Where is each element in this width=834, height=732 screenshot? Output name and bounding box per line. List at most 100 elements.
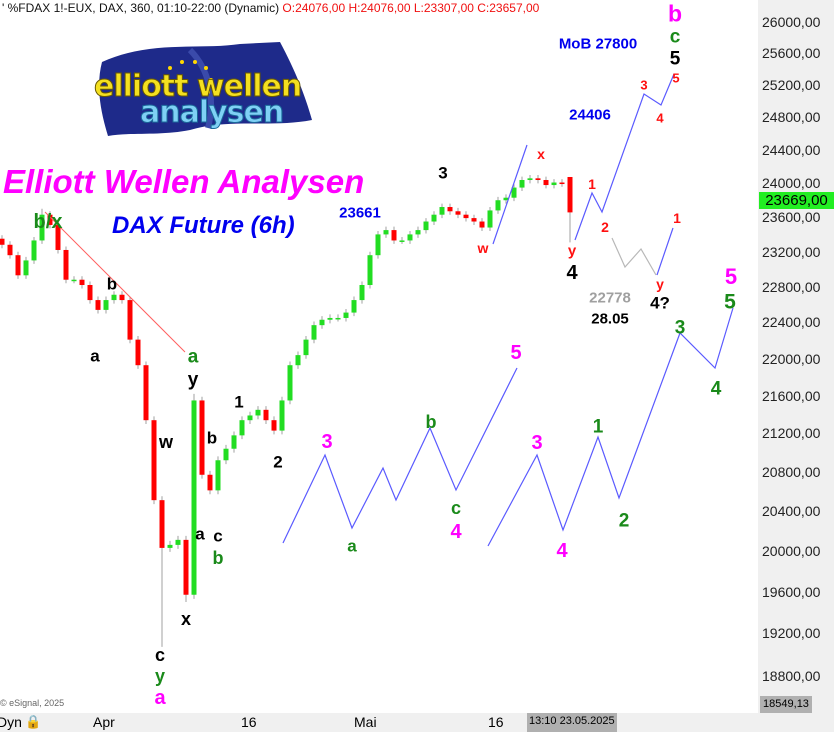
candle-body (319, 319, 325, 326)
wave-label: b (106, 274, 118, 294)
candle-body (351, 300, 357, 313)
candle-body (335, 317, 341, 320)
cursor-date-box: 13:10 23.05.2025 (527, 713, 617, 732)
wave-label: y (567, 242, 577, 260)
wave-label: x (180, 609, 192, 629)
wave-label: c (450, 498, 462, 518)
wave-label: 5 (669, 48, 681, 70)
candle-body (127, 300, 133, 340)
wave-label: 2 (618, 510, 630, 532)
wave-label: a (347, 536, 357, 556)
axis-low-tag: 18549,13 (760, 696, 812, 713)
wave-label: 4 (710, 378, 722, 400)
wave-label: 3 (438, 163, 448, 183)
candle-body (183, 539, 189, 595)
candle-body (551, 182, 557, 186)
candle-body (463, 214, 469, 219)
candle-body (151, 420, 157, 501)
wave-label: 5 (672, 70, 680, 86)
copyright: © eSignal, 2025 (0, 698, 65, 708)
candle-body (367, 255, 373, 286)
candle-body (135, 339, 141, 366)
wave-label: 5 (510, 342, 522, 364)
chart-subtitle: DAX Future (6h) (112, 212, 295, 239)
wave-label: 4 (450, 521, 462, 543)
candle-body (535, 178, 541, 181)
price-tick-label: 20000,00 (762, 542, 821, 559)
candle-body (559, 182, 565, 185)
wave-label: 4 (566, 262, 578, 284)
candle-body (31, 240, 37, 261)
candle-body (255, 409, 261, 416)
candle-body (567, 176, 573, 213)
wave-label: c (669, 26, 681, 48)
price-tick-label: 23600,00 (762, 209, 821, 226)
candle-body (279, 400, 285, 431)
candle-body (431, 214, 437, 222)
wave-label: 4? (650, 293, 670, 313)
page-title: Elliott Wellen Analysen (3, 163, 365, 200)
wave-label: 5 (724, 264, 738, 289)
price-tick-label: 23200,00 (762, 243, 821, 260)
projection-line-lower-2 (487, 307, 734, 547)
wave-label: 2 (601, 219, 609, 235)
price-tick-label: 22800,00 (762, 278, 821, 295)
price-tick-label: 22000,00 (762, 350, 821, 367)
wave-label: w (158, 432, 174, 452)
candle-body (15, 255, 21, 276)
price-tick-label: 19200,00 (762, 625, 821, 642)
price-tick-label: 21200,00 (762, 425, 821, 442)
candle-body (455, 211, 461, 215)
wave-label: b/x (33, 211, 63, 233)
candle-body (423, 221, 429, 231)
candle-body (263, 409, 269, 421)
candle-body (399, 240, 405, 242)
candle-body (311, 325, 317, 340)
candles-layer (0, 174, 573, 647)
flag-shape (99, 42, 312, 136)
eu-stars (163, 60, 213, 94)
candle-body (239, 420, 245, 436)
time-axis[interactable]: Dyn 🔒 Apr 16 Mai 16 13:10 23.05.2025 (0, 713, 834, 732)
candle-body (71, 279, 77, 282)
candle-body (271, 420, 277, 431)
time-tick-label: 16 (488, 714, 504, 730)
candle-body (143, 365, 149, 421)
price-tick-label: 20400,00 (762, 503, 821, 519)
price-tick-label: 18800,00 (762, 667, 821, 684)
wave-label: b (212, 548, 224, 568)
axis-mode-label[interactable]: Dyn (0, 714, 22, 730)
lock-icon[interactable]: 🔒 (25, 714, 42, 729)
price-tick-label: 21600,00 (762, 387, 821, 404)
wave-label: 1 (234, 392, 244, 412)
wave-label: 1 (592, 416, 604, 438)
candle-body (295, 355, 301, 366)
candle-body (439, 207, 445, 215)
alt-projection-line (611, 237, 657, 276)
wave-label: a (195, 524, 205, 544)
candle-body (215, 460, 221, 491)
last-price-tag: 23669,00 (759, 192, 834, 209)
wave-label: w (477, 240, 489, 256)
candle-body (447, 207, 453, 212)
trendline (44, 211, 186, 353)
candle-body (415, 230, 421, 235)
svg-text:elliott wellen: elliott wellen (94, 69, 301, 104)
candle-body (407, 234, 413, 241)
candle-body (479, 221, 485, 228)
candle-body (175, 539, 181, 545)
price-tick-label: 26000,00 (762, 14, 821, 30)
candle-body (247, 415, 253, 421)
candle-body (111, 294, 117, 301)
candle-body (543, 180, 549, 186)
candle-body (0, 238, 5, 245)
candle-body (527, 178, 533, 181)
price-level-label: 22778 (589, 289, 631, 307)
time-tick-label: Mai (354, 714, 377, 730)
candle-body (383, 230, 389, 235)
wave-label: 4 (656, 110, 664, 126)
price-axis[interactable] (758, 0, 834, 713)
candle-body (375, 234, 381, 256)
candle-body (39, 214, 45, 241)
